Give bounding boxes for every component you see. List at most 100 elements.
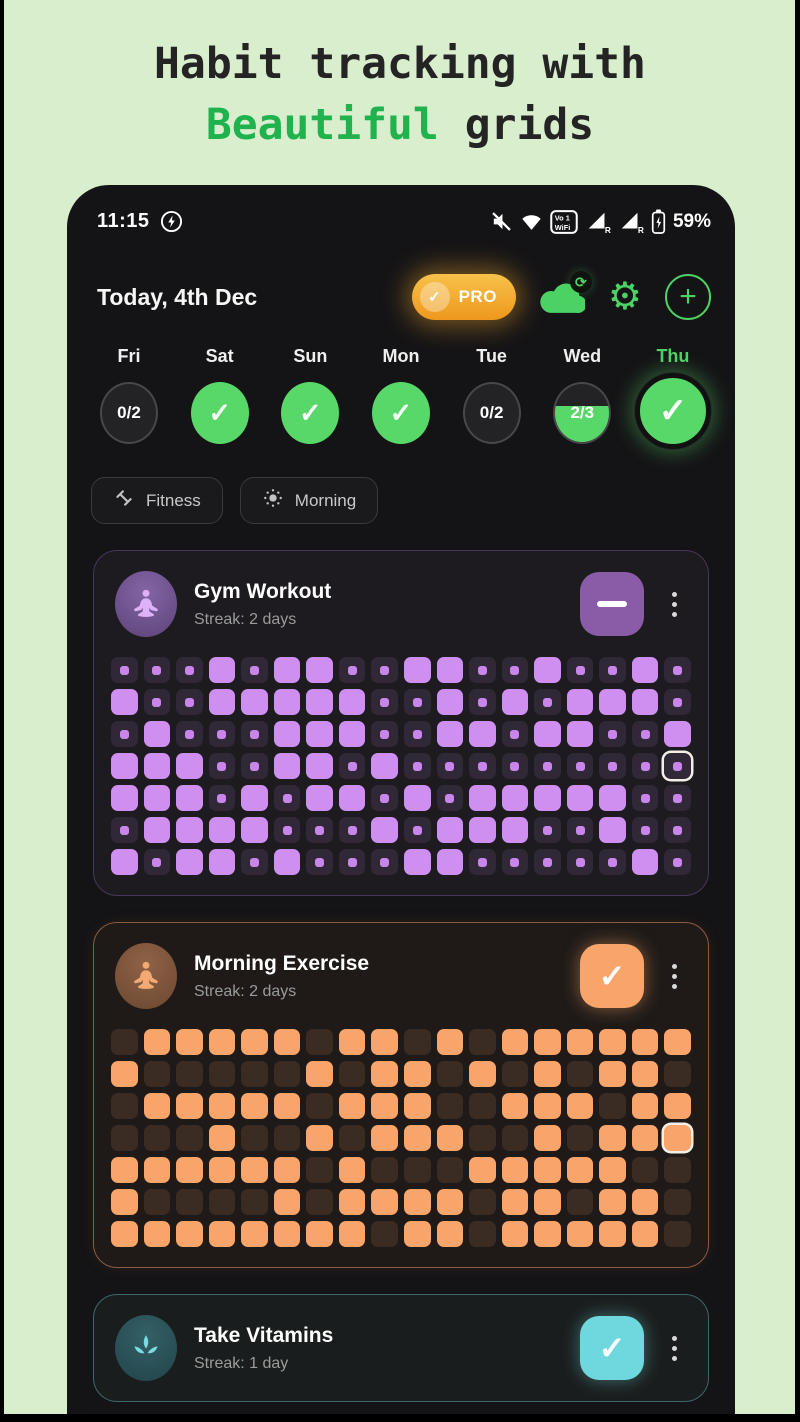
- grid-cell[interactable]: [208, 657, 236, 683]
- grid-cell[interactable]: [631, 753, 659, 779]
- grid-cell[interactable]: [566, 785, 594, 811]
- weekday-wed[interactable]: Wed 2/3: [544, 346, 620, 444]
- grid-cell[interactable]: [566, 1157, 594, 1183]
- grid-cell[interactable]: [111, 1029, 138, 1055]
- grid-cell[interactable]: [306, 689, 333, 715]
- grid-cell[interactable]: [241, 1093, 268, 1119]
- grid-cell[interactable]: [501, 657, 529, 683]
- grid-cell[interactable]: [338, 721, 366, 747]
- grid-cell[interactable]: [664, 785, 691, 811]
- grid-cell[interactable]: [436, 817, 464, 843]
- grid-cell[interactable]: [534, 657, 561, 683]
- grid-cell[interactable]: [664, 1221, 691, 1247]
- grid-cell[interactable]: [534, 1125, 561, 1151]
- grid-cell[interactable]: [143, 689, 171, 715]
- grid-cell[interactable]: [534, 817, 561, 843]
- undo-complete-button[interactable]: [580, 572, 644, 636]
- grid-cell[interactable]: [176, 849, 203, 875]
- grid-cell[interactable]: [241, 785, 268, 811]
- grid-cell[interactable]: [143, 1157, 171, 1183]
- weekday-status-circle[interactable]: 0/2: [100, 382, 158, 444]
- grid-cell[interactable]: [631, 1221, 659, 1247]
- grid-cell[interactable]: [371, 1029, 398, 1055]
- grid-cell[interactable]: [631, 1189, 659, 1215]
- grid-cell[interactable]: [403, 817, 431, 843]
- grid-cell[interactable]: [143, 817, 171, 843]
- menu-icon[interactable]: [661, 1330, 687, 1367]
- grid-cell[interactable]: [403, 689, 431, 715]
- grid-cell[interactable]: [664, 1093, 691, 1119]
- weekday-fri[interactable]: Fri 0/2: [91, 346, 167, 444]
- grid-cell[interactable]: [566, 1221, 594, 1247]
- weekday-status-circle[interactable]: 2/3: [553, 382, 612, 444]
- grid-cell[interactable]: [469, 1221, 496, 1247]
- grid-cell[interactable]: [501, 721, 529, 747]
- grid-cell[interactable]: [306, 849, 333, 875]
- grid-cell[interactable]: [371, 1093, 398, 1119]
- grid-cell[interactable]: [273, 1093, 301, 1119]
- grid-cell[interactable]: [241, 689, 268, 715]
- grid-cell[interactable]: [371, 785, 398, 811]
- grid-cell[interactable]: [111, 753, 138, 779]
- grid-cell[interactable]: [273, 753, 301, 779]
- grid-cell[interactable]: [273, 849, 301, 875]
- grid-cell[interactable]: [371, 1221, 398, 1247]
- grid-cell[interactable]: [273, 657, 301, 683]
- grid-cell[interactable]: [371, 817, 398, 843]
- grid-cell[interactable]: [208, 1061, 236, 1087]
- grid-cell[interactable]: [599, 849, 626, 875]
- grid-cell[interactable]: [241, 849, 268, 875]
- grid-cell[interactable]: [208, 1221, 236, 1247]
- grid-cell-today[interactable]: [664, 753, 691, 779]
- grid-cell[interactable]: [436, 1061, 464, 1087]
- grid-cell[interactable]: [599, 1157, 626, 1183]
- grid-cell[interactable]: [566, 753, 594, 779]
- grid-cell[interactable]: [176, 1061, 203, 1087]
- grid-cell[interactable]: [111, 1125, 138, 1151]
- grid-cell[interactable]: [599, 689, 626, 715]
- grid-cell[interactable]: [534, 689, 561, 715]
- grid-cell[interactable]: [599, 817, 626, 843]
- weekday-sun[interactable]: Sun ✓: [272, 346, 348, 444]
- grid-cell[interactable]: [403, 1221, 431, 1247]
- grid-cell[interactable]: [306, 1061, 333, 1087]
- grid-cell[interactable]: [371, 1125, 398, 1151]
- grid-cell[interactable]: [176, 1157, 203, 1183]
- grid-cell[interactable]: [501, 1221, 529, 1247]
- grid-cell[interactable]: [338, 785, 366, 811]
- grid-cell[interactable]: [338, 849, 366, 875]
- grid-cell[interactable]: [111, 1093, 138, 1119]
- menu-icon[interactable]: [661, 958, 687, 995]
- grid-cell[interactable]: [143, 1029, 171, 1055]
- cloud-sync-button[interactable]: ⟳: [539, 271, 592, 314]
- grid-cell[interactable]: [338, 1061, 366, 1087]
- weekday-status-circle[interactable]: ✓: [281, 382, 340, 444]
- grid-cell[interactable]: [371, 1061, 398, 1087]
- grid-cell[interactable]: [338, 689, 366, 715]
- grid-cell[interactable]: [176, 1221, 203, 1247]
- grid-cell[interactable]: [111, 849, 138, 875]
- grid-cell[interactable]: [306, 657, 333, 683]
- grid-cell[interactable]: [403, 1189, 431, 1215]
- grid-cell[interactable]: [501, 785, 529, 811]
- grid-cell[interactable]: [599, 1189, 626, 1215]
- grid-cell[interactable]: [469, 753, 496, 779]
- weekday-status-circle[interactable]: ✓: [634, 373, 711, 449]
- grid-cell[interactable]: [176, 753, 203, 779]
- weekday-mon[interactable]: Mon ✓: [363, 346, 439, 444]
- grid-cell[interactable]: [111, 1221, 138, 1247]
- grid-cell[interactable]: [631, 657, 659, 683]
- grid-cell[interactable]: [436, 1189, 464, 1215]
- grid-cell[interactable]: [534, 1093, 561, 1119]
- grid-cell[interactable]: [338, 1029, 366, 1055]
- grid-cell[interactable]: [599, 785, 626, 811]
- grid-cell[interactable]: [176, 817, 203, 843]
- grid-cell[interactable]: [306, 1029, 333, 1055]
- grid-cell[interactable]: [143, 721, 171, 747]
- grid-cell[interactable]: [469, 1125, 496, 1151]
- grid-cell[interactable]: [436, 721, 464, 747]
- grid-cell[interactable]: [273, 1221, 301, 1247]
- grid-cell[interactable]: [664, 1061, 691, 1087]
- grid-cell[interactable]: [371, 1189, 398, 1215]
- grid-cell[interactable]: [501, 817, 529, 843]
